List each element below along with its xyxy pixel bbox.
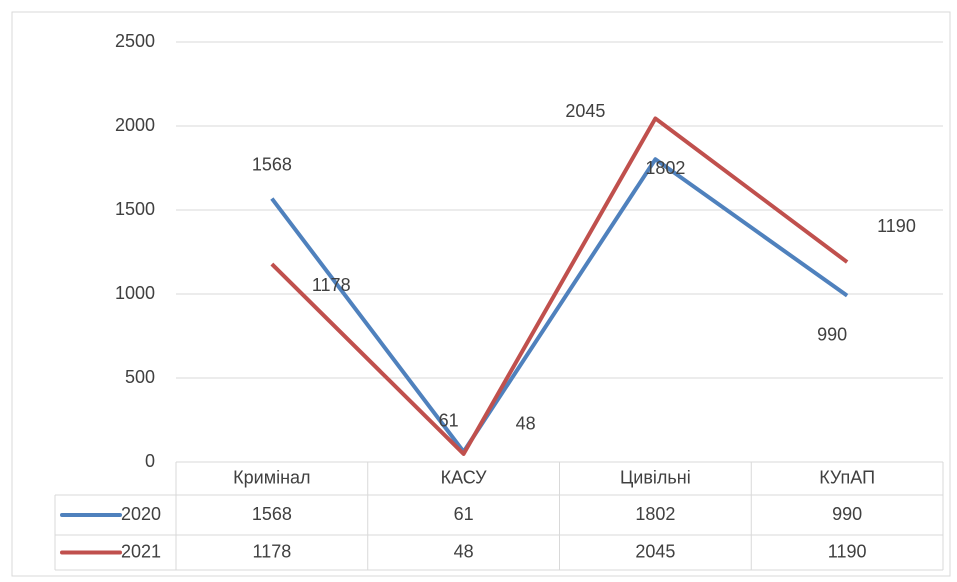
y-tick-label: 1000 (115, 283, 155, 303)
data-label: 48 (516, 414, 536, 434)
data-label: 1178 (312, 275, 351, 295)
legend-label: 2020 (121, 504, 161, 524)
x-tick-label: Цивільні (620, 467, 691, 487)
y-tick-label: 1500 (115, 199, 155, 219)
data-label: 1190 (877, 216, 916, 236)
legend-label: 2021 (121, 541, 161, 561)
table-cell: 1802 (635, 504, 675, 524)
data-label: 1568 (252, 154, 292, 174)
x-tick-label: Кримінал (233, 467, 310, 487)
table-cell: 1568 (252, 504, 292, 524)
table-cell: 1178 (253, 541, 292, 561)
table-cell: 2045 (635, 541, 675, 561)
y-tick-label: 0 (145, 451, 155, 471)
table-cell: 990 (832, 504, 862, 524)
y-tick-label: 500 (125, 367, 155, 387)
series-line (270, 116, 849, 456)
y-tick-label: 2500 (115, 31, 155, 51)
series-line (270, 157, 849, 454)
x-tick-label: КУпАП (819, 467, 875, 487)
data-label: 1802 (645, 158, 685, 178)
data-label: 61 (439, 411, 459, 431)
data-label: 2045 (565, 101, 605, 121)
table-cell: 61 (454, 504, 474, 524)
data-label: 990 (817, 324, 847, 344)
table-cell: 1190 (828, 541, 867, 561)
y-tick-label: 2000 (115, 115, 155, 135)
table-cell: 48 (454, 541, 474, 561)
x-tick-label: КАСУ (441, 467, 487, 487)
